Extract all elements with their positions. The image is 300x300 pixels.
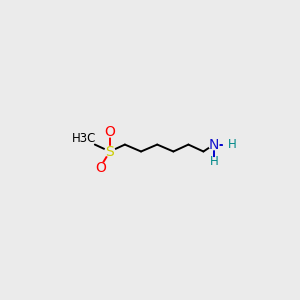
Circle shape (224, 140, 232, 149)
Circle shape (105, 146, 115, 157)
Text: O: O (95, 161, 106, 175)
Text: H: H (209, 155, 218, 168)
Text: H3C: H3C (72, 132, 97, 145)
Text: S: S (106, 145, 114, 158)
Text: N: N (208, 138, 219, 152)
Text: H: H (228, 138, 236, 151)
Circle shape (95, 163, 106, 173)
Text: O: O (104, 125, 115, 139)
Circle shape (210, 158, 218, 166)
Circle shape (76, 130, 92, 146)
Circle shape (105, 127, 115, 137)
Circle shape (209, 140, 219, 150)
